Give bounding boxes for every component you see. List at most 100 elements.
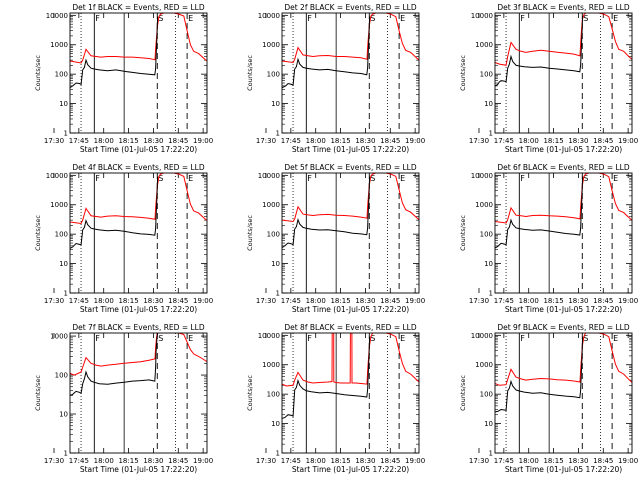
marker-label: F <box>307 334 312 343</box>
marker-label: S <box>158 174 163 183</box>
panel-4: Det 4f BLACK = Events, RED = LLD 1 10 100 10… <box>34 163 213 314</box>
series-line <box>495 13 632 66</box>
x-tick-label: 18:30 <box>143 457 163 465</box>
panel-title: Det 6f BLACK = Events, RED = LLD <box>497 163 630 172</box>
y-tick-label: 1000 <box>262 361 280 369</box>
x-tick-label: 18:30 <box>143 297 163 305</box>
panel-5: Det 5f BLACK = Events, RED = LLD 1 10 100 10… <box>246 163 425 314</box>
y-tick-label: 1000 <box>50 201 68 209</box>
marker-label: S <box>583 334 588 343</box>
y-tick-label: 1000 <box>50 41 68 49</box>
series-line <box>70 333 207 376</box>
x-tick-label: 18:45 <box>168 297 188 305</box>
x-tick-label: 18:45 <box>168 137 188 145</box>
x-axis-label: Start Time (01-Jul-05 17:22:20) <box>505 465 622 474</box>
x-tick-label: 17:30 <box>256 457 276 465</box>
x-tick-label: 18:00 <box>519 297 539 305</box>
x-tick-label: 18:15 <box>330 137 350 145</box>
y-tick-label: 1 <box>64 130 68 138</box>
y-tick-label: 10000 <box>258 332 280 340</box>
x-tick-label: 18:45 <box>593 457 613 465</box>
y-tick-label: 10 <box>59 260 68 268</box>
x-tick-label: 18:00 <box>519 457 539 465</box>
x-axis-label: Start Time (01-Jul-05 17:22:20) <box>292 305 409 314</box>
series-line <box>70 333 159 396</box>
y-tick-label: 1 <box>489 130 493 138</box>
plot-frame <box>494 172 633 294</box>
x-tick-label: 18:45 <box>380 457 400 465</box>
y-tick-label: 10 <box>484 420 493 428</box>
x-tick-label: 18:15 <box>543 297 563 305</box>
series-line <box>70 16 159 89</box>
panel-1: Det 1f BLACK = Events, RED = LLD 1 10 100 10… <box>34 3 213 154</box>
x-tick-label: 17:45 <box>69 137 89 145</box>
y-axis-label: Counts/sec <box>34 375 42 411</box>
marker-label: S <box>370 14 375 23</box>
x-tick-label: 19:00 <box>193 137 213 145</box>
panel-7: Det 7f BLACK = Events, RED = LLD 1 10 100 10… <box>34 323 213 474</box>
series-line <box>70 13 207 64</box>
x-tick-label: 19:00 <box>405 297 425 305</box>
x-tick-label: 17:45 <box>494 457 514 465</box>
x-tick-label: 18:15 <box>543 457 563 465</box>
y-axis-label: Counts/sec <box>459 215 467 251</box>
x-tick-label: 18:30 <box>568 457 588 465</box>
y-tick-label: 100 <box>267 71 280 79</box>
y-tick-label: 10 <box>271 100 280 108</box>
x-axis-label: Start Time (01-Jul-05 17:22:20) <box>292 465 409 474</box>
x-tick-label: 18:15 <box>543 137 563 145</box>
y-tick-label: 10000 <box>471 172 493 180</box>
panel-title: Det 7f BLACK = Events, RED = LLD <box>72 323 205 332</box>
x-tick-label: 17:45 <box>281 137 301 145</box>
y-tick-label: 10 <box>271 260 280 268</box>
y-tick-label: 10 <box>59 411 68 419</box>
x-tick-label: 18:45 <box>380 137 400 145</box>
marker-label: E <box>188 14 193 23</box>
series-line <box>282 176 371 249</box>
plot-frame <box>281 172 420 294</box>
x-tick-label: 18:00 <box>94 457 114 465</box>
x-axis-label: Start Time (01-Jul-05 17:22:20) <box>505 305 622 314</box>
series-line <box>282 13 419 64</box>
panel-6: Det 6f BLACK = Events, RED = LLD 1 10 100 10… <box>459 163 638 314</box>
y-tick-label: 10000 <box>46 12 68 20</box>
x-tick-label: 17:45 <box>69 457 89 465</box>
x-tick-label: 18:15 <box>330 297 350 305</box>
x-axis-label: Start Time (01-Jul-05 17:22:20) <box>505 145 622 154</box>
y-tick-label: 1 <box>489 450 493 458</box>
x-tick-label: 17:45 <box>69 297 89 305</box>
marker-label: E <box>400 334 405 343</box>
y-tick-label: 10 <box>59 100 68 108</box>
marker-label: F <box>307 14 312 23</box>
series-line <box>495 15 584 87</box>
marker-label: F <box>520 334 525 343</box>
y-tick-label: 100 <box>480 231 493 239</box>
panel-title: Det 1f BLACK = Events, RED = LLD <box>72 3 205 12</box>
panel-title: Det 4f BLACK = Events, RED = LLD <box>72 163 205 172</box>
marker-label: S <box>583 174 588 183</box>
y-tick-label: 100 <box>480 391 493 399</box>
y-tick-label: 10 <box>484 260 493 268</box>
marker-label: E <box>613 334 618 343</box>
x-tick-label: 18:30 <box>355 137 375 145</box>
x-tick-label: 17:30 <box>256 297 276 305</box>
series-line <box>282 173 419 223</box>
panel-title: Det 3f BLACK = Events, RED = LLD <box>497 3 630 12</box>
y-tick-label: 1000 <box>262 41 280 49</box>
x-tick-label: 18:30 <box>355 297 375 305</box>
plot-frame <box>69 332 208 454</box>
y-tick-label: 10000 <box>471 332 493 340</box>
panel-title: Det 2f BLACK = Events, RED = LLD <box>284 3 417 12</box>
x-tick-label: 17:30 <box>469 137 489 145</box>
panel-title: Det 5f BLACK = Events, RED = LLD <box>284 163 417 172</box>
x-tick-label: 18:00 <box>306 137 326 145</box>
x-tick-label: 19:00 <box>193 297 213 305</box>
series-line <box>282 336 371 419</box>
y-tick-label: 1 <box>276 450 280 458</box>
x-tick-label: 18:15 <box>330 457 350 465</box>
x-tick-label: 17:30 <box>44 297 64 305</box>
series-line <box>495 173 632 224</box>
x-tick-label: 19:00 <box>618 137 638 145</box>
series-line <box>70 176 159 249</box>
panel-9: Det 9f BLACK = Events, RED = LLD 1 10 100 10… <box>459 323 638 474</box>
